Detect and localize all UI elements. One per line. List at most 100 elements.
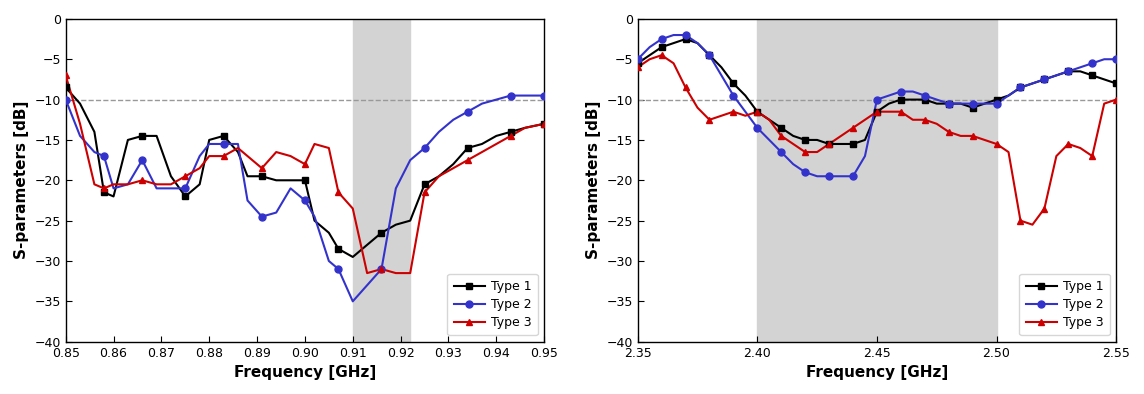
Type 1 xyxy=(917,97,931,102)
Type 3 xyxy=(893,109,907,114)
Type 2 xyxy=(418,146,431,151)
Type 3 xyxy=(847,125,860,130)
Type 1 xyxy=(847,141,860,146)
Type 3 xyxy=(799,150,812,154)
Type 2 xyxy=(538,93,551,98)
Type 1 xyxy=(990,97,1003,102)
Type 1 xyxy=(1062,69,1075,74)
X-axis label: Frequency [GHz]: Frequency [GHz] xyxy=(805,365,948,380)
Type 2 xyxy=(374,267,388,271)
Type 1 xyxy=(1086,73,1099,78)
Type 1 xyxy=(799,138,812,142)
Type 2 xyxy=(702,53,716,58)
Type 1 xyxy=(178,194,192,199)
Type 3 xyxy=(1038,206,1051,211)
Y-axis label: S-parameters [dB]: S-parameters [dB] xyxy=(586,101,601,260)
Type 2 xyxy=(990,101,1003,106)
Type 3 xyxy=(1086,154,1099,158)
Type 3 xyxy=(461,158,475,162)
Type 3 xyxy=(678,85,692,90)
Type 1 xyxy=(503,130,517,134)
Type 1 xyxy=(823,141,836,146)
Type 3 xyxy=(942,130,955,134)
Type 2 xyxy=(966,101,979,106)
Type 2 xyxy=(332,267,345,271)
Type 1 xyxy=(538,121,551,126)
Type 2 xyxy=(942,101,955,106)
Type 1 xyxy=(678,37,692,41)
Type 2 xyxy=(1038,77,1051,82)
Type 2 xyxy=(750,125,764,130)
Line: Type 3: Type 3 xyxy=(634,52,1120,224)
Type 2 xyxy=(461,109,475,114)
Type 3 xyxy=(1110,97,1123,102)
Type 2 xyxy=(871,97,884,102)
Line: Type 3: Type 3 xyxy=(62,72,548,273)
Type 2 xyxy=(823,174,836,178)
Type 2 xyxy=(1062,69,1075,74)
Type 2 xyxy=(97,154,111,158)
Type 3 xyxy=(255,166,269,171)
X-axis label: Frequency [GHz]: Frequency [GHz] xyxy=(233,365,376,380)
Type 1 xyxy=(871,109,884,114)
Type 1 xyxy=(630,61,644,66)
Type 2 xyxy=(774,150,788,154)
Type 2 xyxy=(299,198,312,203)
Type 2 xyxy=(216,141,230,146)
Type 3 xyxy=(332,190,345,195)
Type 2 xyxy=(678,33,692,37)
Type 3 xyxy=(374,267,388,271)
Type 3 xyxy=(97,186,111,191)
Type 3 xyxy=(178,174,192,178)
Type 3 xyxy=(418,190,431,195)
Type 2 xyxy=(847,174,860,178)
Type 1 xyxy=(726,81,740,86)
Type 3 xyxy=(966,134,979,138)
Type 3 xyxy=(630,65,644,70)
Type 3 xyxy=(823,141,836,146)
Line: Type 1: Type 1 xyxy=(62,84,548,253)
Bar xyxy=(757,19,996,342)
Legend: Type 1, Type 2, Type 3: Type 1, Type 2, Type 3 xyxy=(447,274,538,335)
Type 2 xyxy=(726,93,740,98)
Type 1 xyxy=(966,105,979,110)
Type 3 xyxy=(871,109,884,114)
Type 1 xyxy=(418,182,431,187)
Bar xyxy=(352,19,411,342)
Legend: Type 1, Type 2, Type 3: Type 1, Type 2, Type 3 xyxy=(1019,274,1110,335)
Type 1 xyxy=(893,97,907,102)
Type 1 xyxy=(97,190,111,195)
Type 3 xyxy=(726,109,740,114)
Type 2 xyxy=(1086,61,1099,66)
Type 2 xyxy=(1014,85,1027,90)
Type 1 xyxy=(942,101,955,106)
Type 1 xyxy=(702,53,716,58)
Type 1 xyxy=(299,178,312,183)
Type 1 xyxy=(461,146,475,151)
Type 1 xyxy=(654,45,668,50)
Type 1 xyxy=(216,134,230,138)
Type 1 xyxy=(1038,77,1051,82)
Type 2 xyxy=(255,214,269,219)
Type 3 xyxy=(774,134,788,138)
Line: Type 2: Type 2 xyxy=(62,92,548,273)
Type 3 xyxy=(1062,141,1075,146)
Type 2 xyxy=(178,186,192,191)
Type 1 xyxy=(135,134,149,138)
Type 2 xyxy=(917,93,931,98)
Type 2 xyxy=(799,170,812,175)
Type 3 xyxy=(750,109,764,114)
Type 3 xyxy=(503,134,517,138)
Type 2 xyxy=(893,89,907,94)
Type 2 xyxy=(654,37,668,41)
Type 2 xyxy=(1110,57,1123,61)
Type 3 xyxy=(58,73,72,78)
Type 1 xyxy=(58,85,72,90)
Type 3 xyxy=(990,141,1003,146)
Type 1 xyxy=(1014,85,1027,90)
Type 1 xyxy=(374,230,388,235)
Type 2 xyxy=(630,57,644,61)
Type 1 xyxy=(1110,81,1123,86)
Type 3 xyxy=(702,117,716,122)
Y-axis label: S-parameters [dB]: S-parameters [dB] xyxy=(14,101,29,260)
